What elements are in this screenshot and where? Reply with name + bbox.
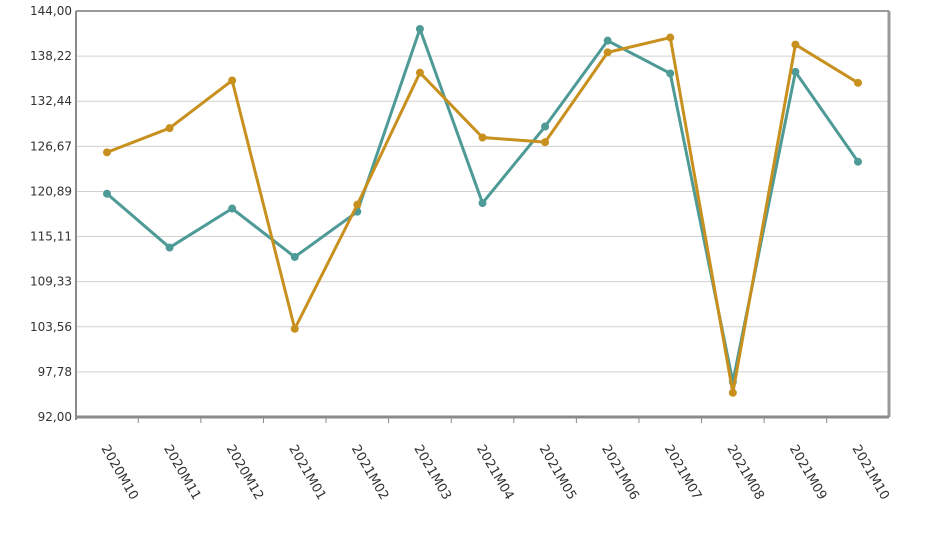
data-point[interactable]: [854, 157, 862, 166]
data-point[interactable]: [415, 68, 424, 77]
x-tick-label: 2021M03: [410, 443, 453, 503]
y-tick-label: 120,89: [30, 184, 72, 198]
x-tick-label: 2021M09: [786, 443, 829, 503]
grid-layer: [76, 55, 889, 373]
data-point[interactable]: [728, 388, 737, 397]
data-point[interactable]: [103, 189, 111, 198]
data-point[interactable]: [290, 252, 299, 261]
x-tick-label: 2020M12: [223, 443, 266, 503]
data-point[interactable]: [541, 122, 550, 131]
x-tick-labels: 2020M10 2020M11 2020M12 2021M01 2021M02 2021M…: [98, 443, 892, 503]
y-tick-label: 103,56: [30, 320, 72, 334]
data-point[interactable]: [791, 40, 800, 49]
y-tick-label: 109,33: [30, 275, 72, 289]
x-tick-label: 2021M01: [285, 443, 328, 503]
y-tick-label: 92,00: [38, 410, 72, 424]
x-tick-label: 2021M07: [661, 443, 704, 503]
data-point[interactable]: [228, 76, 237, 85]
axis-layer: [75, 10, 891, 423]
y-tick-label: 132,44: [30, 94, 72, 108]
data-point[interactable]: [541, 138, 550, 147]
x-tick-label: 2021M02: [348, 443, 391, 503]
x-tick-label: 2020M11: [160, 443, 203, 503]
data-point[interactable]: [666, 69, 675, 78]
x-tick-label: 2021M06: [598, 443, 641, 503]
data-point[interactable]: [666, 33, 675, 42]
y-tick-label: 138,22: [30, 49, 72, 63]
y-tick-label: 97,78: [38, 365, 72, 379]
data-point[interactable]: [415, 24, 424, 33]
data-point[interactable]: [353, 200, 362, 209]
data-point[interactable]: [165, 124, 174, 133]
data-point[interactable]: [478, 133, 487, 142]
y-tick-label: 115,11: [30, 230, 72, 244]
x-tick-label: 2020M10: [98, 443, 141, 503]
series-layer: [103, 24, 862, 397]
x-tick-label: 2021M10: [849, 443, 892, 503]
data-point[interactable]: [478, 199, 487, 208]
data-point[interactable]: [103, 148, 111, 157]
data-point[interactable]: [791, 67, 800, 76]
y-tick-label: 126,67: [30, 139, 72, 153]
data-point[interactable]: [603, 48, 612, 57]
data-point[interactable]: [854, 78, 862, 87]
x-tick-label: 2021M04: [473, 443, 516, 503]
data-point[interactable]: [228, 204, 237, 213]
y-tick-labels: 92,00 97,78 103,56 109,33 115,11 120,89 126,67…: [30, 4, 72, 424]
data-point[interactable]: [290, 324, 299, 333]
x-tick-label: 2021M05: [536, 443, 579, 503]
x-tick-label: 2021M08: [723, 443, 766, 503]
data-point[interactable]: [165, 243, 174, 252]
data-point[interactable]: [603, 36, 612, 45]
y-tick-label: 144,00: [30, 4, 72, 18]
